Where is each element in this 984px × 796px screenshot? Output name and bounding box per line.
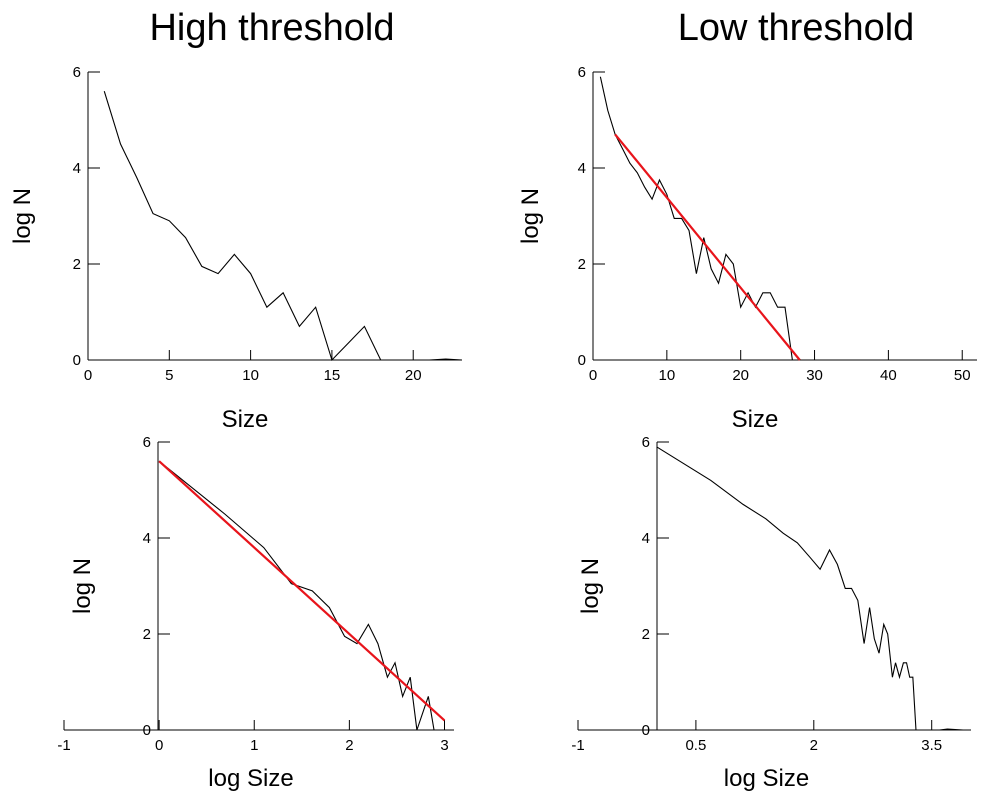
- y-tick-label: 4: [642, 530, 650, 547]
- x-tick-label: 0: [589, 367, 597, 384]
- y-tick-label: 6: [578, 64, 586, 81]
- chart-high-linear: 0 5 10 15 20 0 2 4 6 Size log N: [9, 64, 463, 433]
- data-line: [599, 76, 963, 361]
- y-tick-label: 2: [578, 256, 586, 273]
- y-tick-label: 0: [73, 352, 81, 369]
- title-low-threshold: Low threshold: [678, 7, 915, 49]
- x-tick-label: 10: [659, 367, 676, 384]
- y-axis-label: log N: [577, 558, 604, 614]
- chart-low-linear: 0 10 20 30 40 50 0 2 4 6 Size log N: [517, 64, 977, 433]
- x-tick-label: 50: [954, 367, 971, 384]
- x-tick-label: 3.5: [921, 737, 942, 754]
- y-tick-label: 0: [578, 352, 586, 369]
- x-tick-label: 3: [440, 737, 448, 754]
- y-tick-label: 0: [143, 722, 151, 739]
- data-line: [656, 446, 964, 731]
- x-tick-label: -1: [571, 737, 584, 754]
- x-tick-label: 1: [250, 737, 258, 754]
- x-tick-label: 2: [810, 737, 818, 754]
- x-tick-label: -1: [57, 737, 70, 754]
- y-tick-label: 6: [143, 434, 151, 451]
- chart-high-log: -1 0 1 2 3 0 2 4 6 log Size log N: [57, 434, 454, 792]
- y-tick-label: 2: [73, 256, 81, 273]
- y-tick-label: 2: [143, 626, 151, 643]
- y-axis-label: log N: [517, 188, 544, 244]
- y-tick-label: 4: [143, 530, 151, 547]
- fit-line: [614, 133, 801, 361]
- x-tick-label: 0.5: [685, 737, 706, 754]
- y-axis-label: log N: [69, 558, 96, 614]
- x-tick-label: 20: [405, 367, 422, 384]
- chart-low-log: -1 0.5 2 3.5 0 2 4 6 log Size log N: [571, 434, 971, 792]
- y-tick-label: 2: [642, 626, 650, 643]
- y-tick-label: 4: [578, 160, 586, 177]
- y-tick-label: 6: [73, 64, 81, 81]
- x-axis-label: Size: [222, 406, 269, 433]
- x-axis-label: log Size: [208, 765, 293, 792]
- x-tick-label: 15: [324, 367, 341, 384]
- x-tick-label: 10: [242, 367, 259, 384]
- x-tick-label: 0: [84, 367, 92, 384]
- x-axis-label: Size: [732, 406, 779, 433]
- x-tick-label: 2: [345, 737, 353, 754]
- y-tick-label: 0: [642, 722, 650, 739]
- title-high-threshold: High threshold: [149, 7, 394, 49]
- x-tick-label: 5: [165, 367, 173, 384]
- data-line: [103, 91, 463, 362]
- x-tick-label: 0: [155, 737, 163, 754]
- y-axis-label: log N: [9, 188, 36, 244]
- x-tick-label: 40: [880, 367, 897, 384]
- x-tick-label: 30: [806, 367, 823, 384]
- y-tick-label: 6: [642, 434, 650, 451]
- y-tick-label: 4: [73, 160, 81, 177]
- x-tick-label: 20: [732, 367, 749, 384]
- x-axis-label: log Size: [724, 765, 809, 792]
- fit-line: [158, 460, 446, 722]
